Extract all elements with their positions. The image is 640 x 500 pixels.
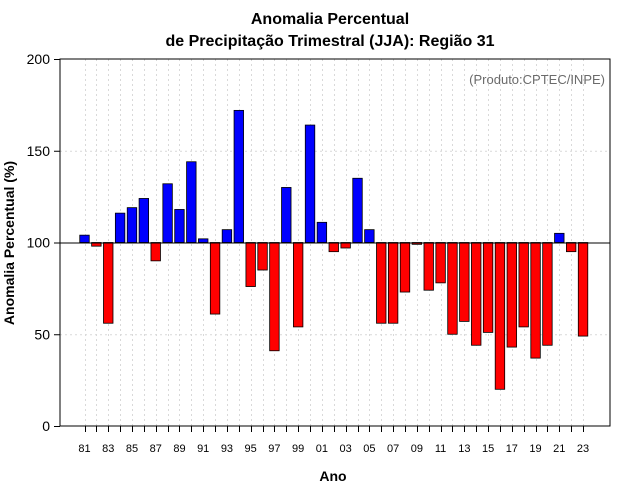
x-tick-label: 23 bbox=[577, 443, 589, 455]
bar-01 bbox=[316, 221, 328, 243]
bar-87 bbox=[150, 242, 161, 262]
x-tick-label: 95 bbox=[245, 443, 257, 455]
bar-06 bbox=[376, 242, 387, 324]
bar-14 bbox=[471, 242, 482, 346]
bar-86 bbox=[138, 198, 150, 243]
bars-group bbox=[79, 109, 589, 390]
x-tick-label: 85 bbox=[126, 443, 138, 455]
bar-00 bbox=[304, 124, 316, 243]
x-tick-label: 91 bbox=[197, 443, 209, 455]
y-tick-label: 200 bbox=[27, 51, 51, 67]
x-tick-label: 89 bbox=[173, 443, 185, 455]
bar-83 bbox=[103, 242, 114, 324]
bar-11 bbox=[435, 242, 446, 284]
grid-lines bbox=[60, 59, 610, 426]
y-tick-label: 0 bbox=[42, 418, 50, 434]
bar-94 bbox=[233, 109, 244, 243]
chart-subtitle: de Precipitação Trimestral (JJA): Região… bbox=[165, 33, 494, 50]
x-tick-label: 05 bbox=[363, 443, 375, 455]
x-tick-label: 13 bbox=[458, 443, 470, 455]
bar-91 bbox=[198, 238, 209, 243]
x-tick-label: 03 bbox=[340, 443, 352, 455]
x-tick-label: 93 bbox=[221, 443, 233, 455]
y-axis-label: Anomalia Percentual (%) bbox=[1, 161, 17, 325]
bar-15 bbox=[482, 242, 494, 333]
x-tick-label: 99 bbox=[292, 443, 304, 455]
x-axis-label: Ano bbox=[319, 468, 346, 484]
bar-20 bbox=[542, 242, 553, 346]
bar-90 bbox=[186, 161, 197, 243]
x-tick-label: 19 bbox=[529, 443, 541, 455]
x-tick-label: 11 bbox=[435, 443, 446, 455]
chart-title: Anomalia Percentual bbox=[251, 11, 409, 28]
x-tick-label: 21 bbox=[553, 443, 565, 455]
bar-22 bbox=[566, 242, 577, 253]
bar-21 bbox=[554, 232, 565, 243]
bar-84 bbox=[114, 212, 126, 243]
bar-81 bbox=[79, 234, 90, 243]
bar-93 bbox=[221, 229, 233, 243]
bar-12 bbox=[447, 242, 458, 335]
x-tick-label: 15 bbox=[482, 443, 494, 455]
bar-95 bbox=[245, 242, 256, 287]
bar-98 bbox=[281, 187, 292, 243]
bar-96 bbox=[257, 242, 268, 271]
bar-02 bbox=[328, 242, 339, 253]
bar-23 bbox=[577, 242, 589, 337]
bar-97 bbox=[269, 242, 280, 352]
x-tick-label: 87 bbox=[150, 443, 162, 455]
y-axis: 0 50 100 150 200 bbox=[27, 51, 60, 434]
y-tick-label: 50 bbox=[34, 326, 50, 342]
y-tick-label: 150 bbox=[27, 143, 51, 159]
x-axis: 81 83 85 87 89 91 93 95 97 99 01 03 05 07 09 11 13 15 17 19… bbox=[78, 426, 589, 455]
x-tick-label: 09 bbox=[411, 443, 423, 455]
x-tick-label: 17 bbox=[506, 443, 518, 455]
bar-89 bbox=[174, 209, 185, 243]
bar-08 bbox=[399, 242, 411, 293]
x-tick-label: 83 bbox=[102, 443, 114, 455]
bar-18 bbox=[518, 242, 529, 328]
bar-10 bbox=[423, 242, 434, 291]
bar-92 bbox=[209, 242, 221, 315]
bar-17 bbox=[506, 242, 517, 348]
bar-19 bbox=[530, 242, 541, 359]
y-tick-label: 100 bbox=[27, 235, 51, 251]
x-tick-label: 01 bbox=[316, 443, 328, 455]
credit-label: (Produto:CPTEC/INPE) bbox=[469, 72, 605, 87]
x-tick-label: 81 bbox=[78, 443, 90, 455]
bar-99 bbox=[293, 242, 304, 328]
bar-88 bbox=[162, 183, 173, 243]
bar-07 bbox=[387, 242, 399, 324]
x-tick-label: 07 bbox=[387, 443, 399, 455]
x-tick-label: 97 bbox=[268, 443, 280, 455]
bar-05 bbox=[364, 229, 375, 243]
bar-13 bbox=[459, 242, 470, 322]
bar-04 bbox=[352, 177, 363, 243]
bar-85 bbox=[126, 207, 138, 243]
bar-16 bbox=[494, 242, 506, 390]
